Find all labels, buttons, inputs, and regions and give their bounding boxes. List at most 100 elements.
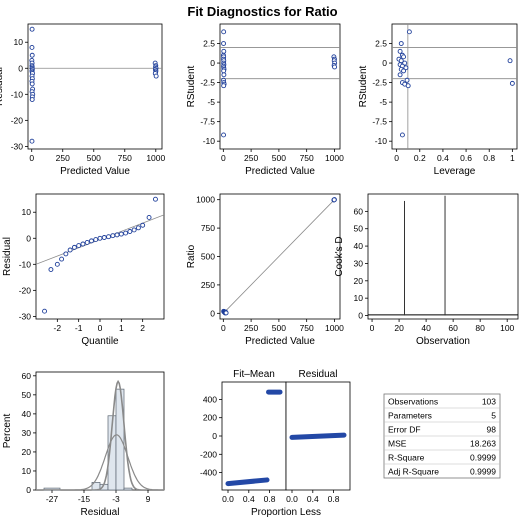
y-axis-label: RStudent xyxy=(358,65,369,107)
data-point xyxy=(331,197,337,203)
table-row-label: Parameters xyxy=(388,411,432,421)
x-tick-label: 0.2 xyxy=(414,153,426,163)
x-axis-label: Observation xyxy=(416,336,470,347)
x-tick-label: -27 xyxy=(46,494,59,504)
table-row-value: 0.9999 xyxy=(470,467,496,477)
y-tick-label: 2.5 xyxy=(375,39,387,49)
x-tick-label: 9 xyxy=(146,494,151,504)
rstudent-vs-predicted-frame xyxy=(219,23,341,150)
x-tick-label: 1000 xyxy=(146,153,165,163)
data-point xyxy=(221,68,227,74)
dense-point-band xyxy=(289,432,347,440)
data-point xyxy=(221,29,227,35)
x-tick-label: 500 xyxy=(87,153,101,163)
data-point xyxy=(71,244,77,250)
x-axis-label: Quantile xyxy=(81,336,119,347)
x-tick-label: 100 xyxy=(500,323,514,333)
fit-statistics-table: Observations 103 Parameters 5 Error DF 98 MSE 1… xyxy=(383,393,501,479)
x-tick-label: 0 xyxy=(221,323,226,333)
y-tick-label: -10 xyxy=(19,259,32,269)
x-axis-label: Predicted Value xyxy=(60,166,130,177)
y-tick-label: 60 xyxy=(354,206,364,216)
table-row-label: MSE xyxy=(388,439,407,449)
table-row-label: Error DF xyxy=(388,425,421,435)
x-tick-label: 250 xyxy=(244,323,258,333)
chart-title: Fit Diagnostics for Ratio xyxy=(187,4,338,19)
y-tick-label: -5 xyxy=(207,97,215,107)
data-point xyxy=(507,58,513,64)
data-point xyxy=(509,80,515,86)
y-axis-label: Ratio xyxy=(186,244,197,268)
y-tick-label: 10 xyxy=(22,207,32,217)
data-point xyxy=(48,267,54,272)
y-tick-label: 250 xyxy=(201,280,215,290)
table-row-label: Observations xyxy=(388,397,438,407)
x-axis-label: Proportion Less xyxy=(251,507,321,518)
data-point xyxy=(101,235,107,240)
data-point xyxy=(405,83,411,89)
data-point xyxy=(97,235,103,241)
x-tick-label: -2 xyxy=(54,323,62,333)
y-tick-label: 2.5 xyxy=(203,39,215,49)
x-axis-label: Predicted Value xyxy=(245,166,315,177)
y-tick-label: -400 xyxy=(200,468,217,478)
y-tick-label: 50 xyxy=(354,224,364,234)
x-tick-label: 20 xyxy=(394,323,404,333)
y-tick-label: 50 xyxy=(22,390,32,400)
data-point xyxy=(127,229,133,234)
x-tick-label: 500 xyxy=(272,323,286,333)
y-tick-label: -30 xyxy=(19,311,32,321)
data-point xyxy=(29,44,35,50)
x-tick-label: 250 xyxy=(56,153,70,163)
x-axis-label: Predicted Value xyxy=(245,336,315,347)
sub-panel-frame xyxy=(221,381,287,491)
y-tick-label: -20 xyxy=(19,285,32,295)
data-point xyxy=(221,48,227,54)
y-tick-label: 0 xyxy=(26,233,31,243)
y-tick-label: 20 xyxy=(354,276,364,286)
x-tick-label: 1000 xyxy=(325,153,344,163)
y-axis-label: Percent xyxy=(2,414,13,449)
cooks-d-panel: 0 20 40 60 80 100 0 10 20 30 40 50 60 Observation Cook… xyxy=(334,193,519,347)
y-tick-label: 10 xyxy=(14,37,24,47)
data-point xyxy=(221,41,227,46)
x-tick-label: -1 xyxy=(75,323,83,333)
data-point xyxy=(399,132,405,138)
data-point xyxy=(332,64,338,70)
y-tick-label: 40 xyxy=(354,241,364,251)
normal-curve xyxy=(36,434,164,490)
data-point xyxy=(84,239,90,245)
data-point xyxy=(29,81,35,87)
data-point xyxy=(135,225,141,231)
data-point xyxy=(221,72,227,78)
y-tick-label: 0 xyxy=(212,431,217,441)
ratio-vs-predicted-panel: 0 250 500 750 1000 0 250 500 750 1000 Predicted Va… xyxy=(186,193,344,347)
y-tick-label: 10 xyxy=(22,466,32,476)
data-point xyxy=(123,230,129,236)
y-tick-label: 750 xyxy=(201,223,215,233)
residual-vs-predicted-panel: 0 250 500 750 1000 -30 -20 -10 0 10 Predicted Valu… xyxy=(0,23,166,177)
data-point xyxy=(153,196,158,202)
x-tick-label: 0 xyxy=(98,323,103,333)
x-tick-label: 0.8 xyxy=(264,494,276,504)
y-tick-label: 0 xyxy=(358,311,363,321)
table-row-label: Adj R-Square xyxy=(388,467,439,477)
residual-vs-predicted-frame xyxy=(27,23,163,150)
x-tick-label: 1000 xyxy=(325,323,344,333)
y-tick-label: 20 xyxy=(22,447,32,457)
x-tick-label: 2 xyxy=(140,323,145,333)
x-tick-label: 750 xyxy=(118,153,132,163)
data-point xyxy=(59,256,65,262)
data-point xyxy=(54,261,60,267)
data-point xyxy=(67,247,73,253)
data-point xyxy=(29,26,35,32)
table-row-value: 0.9999 xyxy=(470,453,496,463)
sub-panel-label: Fit–Mean xyxy=(233,369,275,380)
y-axis-label: RStudent xyxy=(186,65,197,107)
y-tick-label: -7.5 xyxy=(200,117,215,127)
data-point xyxy=(42,308,47,314)
table-row-value: 98 xyxy=(487,425,497,435)
table-row-label: R-Square xyxy=(388,453,425,463)
y-tick-label: 0 xyxy=(18,63,23,73)
